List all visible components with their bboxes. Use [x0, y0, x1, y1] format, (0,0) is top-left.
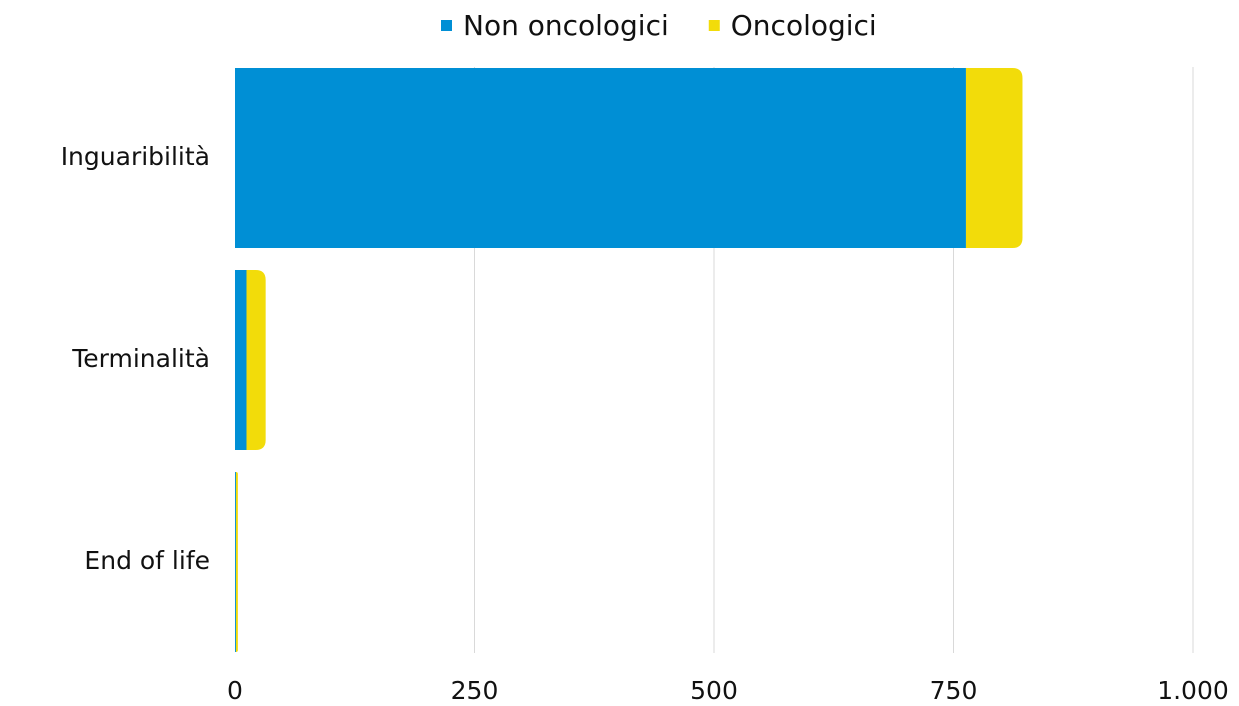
- legend-swatch: [441, 20, 452, 31]
- x-tick-label: 750: [930, 676, 978, 705]
- bar: [235, 472, 238, 652]
- x-tick-label: 1.000: [1157, 676, 1229, 705]
- x-tick-label: 250: [451, 676, 499, 705]
- legend-label: Non oncologici: [463, 9, 669, 42]
- bar: [235, 68, 966, 248]
- y-tick-label: Terminalità: [71, 344, 210, 373]
- legend-swatch: [708, 20, 720, 31]
- bar: [235, 472, 236, 652]
- bar: [965, 68, 1023, 248]
- bar: [246, 270, 266, 450]
- legend: Non oncologici Oncologici: [441, 9, 877, 42]
- x-tick-label: 0: [227, 676, 243, 705]
- bar: [235, 270, 247, 450]
- y-tick-label: Inguaribilità: [61, 142, 210, 171]
- legend-label: Oncologici: [731, 9, 877, 42]
- x-tick-label: 500: [690, 676, 738, 705]
- y-tick-label: End of life: [84, 546, 210, 575]
